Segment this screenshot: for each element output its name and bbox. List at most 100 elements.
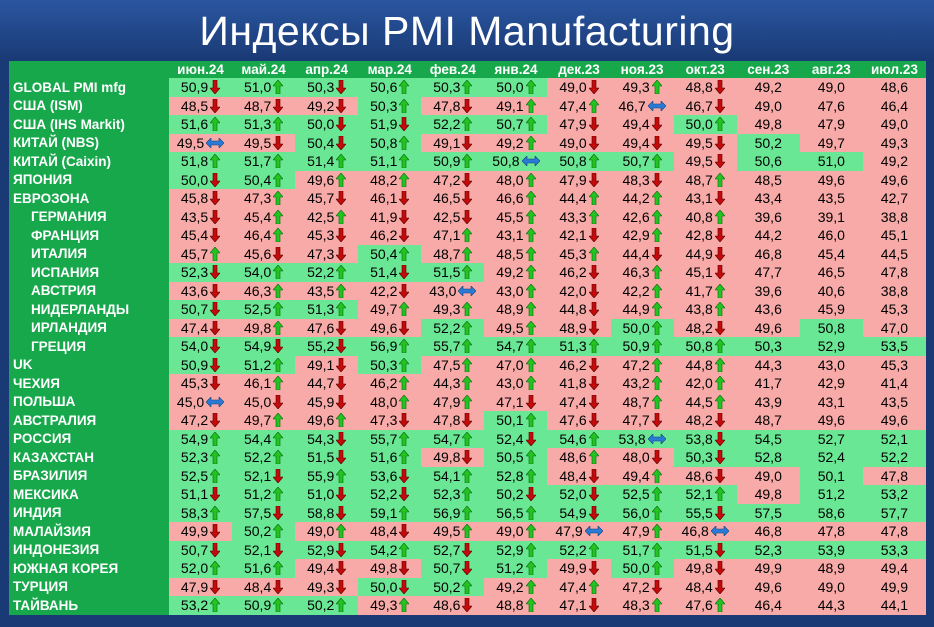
trend-up-arrow bbox=[462, 302, 473, 317]
trend-down-arrow bbox=[336, 320, 347, 335]
value: 51,0 bbox=[307, 486, 335, 503]
trend-up-arrow bbox=[525, 579, 536, 594]
value-cell: 47,1 bbox=[484, 392, 548, 411]
value: 49,0 bbox=[817, 578, 845, 595]
table-row: ЕВРОЗОНА 45,8 47,3 45,7 46,1 46,5 46,6 44,4 44,2… bbox=[9, 189, 926, 208]
value-cell: 44,1 bbox=[862, 596, 926, 615]
value: 50,0 bbox=[685, 116, 713, 133]
arrow-shape bbox=[336, 579, 347, 594]
value-cell: 51,3 bbox=[232, 115, 296, 134]
cell-content: 40,6 bbox=[800, 283, 863, 299]
arrow-shape bbox=[588, 135, 599, 150]
arrow-shape bbox=[399, 413, 410, 428]
trend-up-arrow bbox=[462, 524, 473, 539]
row-label: ГЕРМАНИЯ bbox=[9, 207, 169, 226]
table-row: UK 50,9 51,2 49,1 50,3 47,5 47,0 46,2 47,2 44,8 44… bbox=[9, 355, 926, 374]
value-cell: 57,7 bbox=[862, 503, 926, 522]
value: 49,4 bbox=[307, 560, 335, 577]
value-cell: 48,7 bbox=[673, 170, 737, 189]
value-cell: 53,3 bbox=[862, 540, 926, 559]
value: 43,1 bbox=[685, 190, 713, 207]
value-cell: 42,0 bbox=[673, 374, 737, 393]
trend-down-arrow bbox=[210, 302, 221, 317]
value: 54,4 bbox=[243, 430, 272, 447]
value: 52,5 bbox=[243, 301, 272, 318]
value-cell: 48,0 bbox=[358, 392, 422, 411]
arrow-shape bbox=[588, 413, 599, 428]
value: 52,0 bbox=[180, 560, 209, 577]
cell-content: 48,5 bbox=[169, 98, 232, 114]
arrow-shape bbox=[588, 209, 599, 224]
cell-content: 43,4 bbox=[737, 190, 800, 206]
trend-down-arrow bbox=[336, 505, 347, 520]
cell-content: 49,6 bbox=[737, 320, 800, 336]
value: 47,6 bbox=[685, 597, 713, 614]
value: 44,3 bbox=[433, 375, 461, 392]
arrow-shape bbox=[336, 413, 347, 428]
cell-content: 42,5 bbox=[421, 209, 484, 225]
table-row: ИНДИЯ 58,3 57,5 58,8 59,1 56,9 56,5 54,9 56,0 55,… bbox=[9, 503, 926, 522]
value: 47,0 bbox=[496, 356, 524, 373]
trend-up-arrow bbox=[714, 357, 725, 372]
trend-down-arrow bbox=[714, 505, 725, 520]
trend-down-arrow bbox=[399, 579, 410, 594]
cell-content: 50,7 bbox=[421, 560, 484, 576]
value-cell: 49,0 bbox=[547, 78, 611, 97]
value: 49,4 bbox=[622, 116, 650, 133]
trend-down-arrow bbox=[336, 117, 347, 132]
value-cell: 52,5 bbox=[169, 466, 233, 485]
table-row: ТУРЦИЯ 47,9 48,4 49,3 50,0 50,2 49,2 47,4 47,2 48… bbox=[9, 577, 926, 596]
trend-up-arrow bbox=[714, 598, 725, 613]
value: 43,0 bbox=[496, 375, 524, 392]
row-label: МАЛАЙЗИЯ bbox=[9, 522, 169, 541]
trend-down-arrow bbox=[336, 135, 347, 150]
value-cell: 49,9 bbox=[169, 522, 233, 541]
value-cell: 47,4 bbox=[547, 96, 611, 115]
value-cell: 52,9 bbox=[799, 337, 863, 356]
arrow-shape bbox=[273, 431, 284, 446]
trend-up-arrow bbox=[525, 80, 536, 95]
value-cell: 56,0 bbox=[610, 503, 674, 522]
arrow-shape bbox=[651, 598, 662, 613]
value-cell: 56,9 bbox=[358, 337, 422, 356]
trend-up-arrow bbox=[462, 487, 473, 502]
trend-down-arrow bbox=[588, 117, 599, 132]
cell-content: 43,5 bbox=[295, 283, 358, 299]
cell-content: 49,0 bbox=[547, 135, 610, 151]
value: 55,7 bbox=[370, 430, 398, 447]
arrow-shape bbox=[273, 542, 284, 557]
value: 39,6 bbox=[754, 282, 782, 299]
arrow-shape bbox=[525, 505, 536, 520]
cell-content: 47,9 bbox=[547, 116, 610, 132]
value: 47,9 bbox=[622, 523, 650, 540]
cell-content: 56,0 bbox=[611, 505, 674, 521]
trend-down-arrow bbox=[336, 246, 347, 261]
cell-content: 52,2 bbox=[547, 542, 610, 558]
arrow-shape bbox=[462, 524, 473, 539]
value: 53,2 bbox=[880, 486, 909, 503]
cell-content: 50,8 bbox=[358, 135, 421, 151]
value: 42,7 bbox=[880, 190, 909, 207]
arrow-shape bbox=[714, 339, 725, 354]
trend-up-arrow bbox=[525, 339, 536, 354]
trend-down-arrow bbox=[588, 413, 599, 428]
trend-down-arrow bbox=[399, 191, 410, 206]
arrow-shape bbox=[525, 283, 536, 298]
trend-up-arrow bbox=[336, 413, 347, 428]
table-row: ИСПАНИЯ 52,3 54,0 52,2 51,4 51,5 49,2 46,2 46,3 4… bbox=[9, 263, 926, 282]
value: 53,5 bbox=[880, 338, 909, 355]
value-cell: 48,6 bbox=[862, 78, 926, 97]
arrow-shape bbox=[399, 450, 410, 465]
trend-up-arrow bbox=[462, 505, 473, 520]
value: 52,7 bbox=[817, 430, 845, 447]
cell-content: 55,7 bbox=[421, 338, 484, 354]
trend-down-arrow bbox=[714, 450, 725, 465]
cell-content: 45,1 bbox=[863, 227, 926, 243]
trend-up-arrow bbox=[399, 376, 410, 391]
arrow-shape bbox=[588, 191, 599, 206]
value-cell: 48,4 bbox=[547, 466, 611, 485]
cell-content: 48,6 bbox=[421, 597, 484, 613]
trend-flat-arrow bbox=[584, 526, 603, 537]
trend-down-arrow bbox=[588, 283, 599, 298]
table-row: ФРАНЦИЯ 45,4 46,4 45,3 46,2 47,1 43,1 42,1 42,9 4… bbox=[9, 226, 926, 245]
